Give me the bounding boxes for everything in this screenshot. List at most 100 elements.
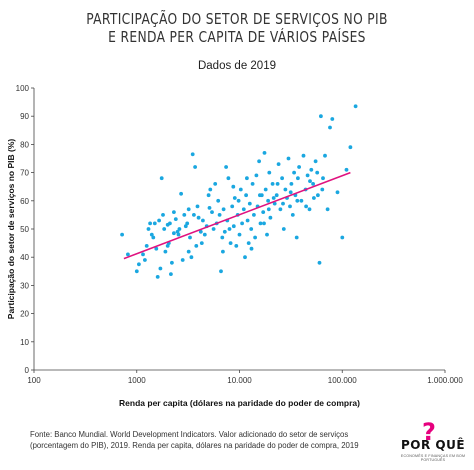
data-point: [137, 262, 141, 267]
data-point: [236, 198, 241, 203]
data-point: [247, 201, 252, 206]
data-point: [246, 241, 251, 246]
x-axis-label: Renda per capita (dólares na paridade do…: [119, 398, 360, 408]
data-point: [207, 206, 212, 210]
data-point: [173, 217, 178, 222]
y-tick-label: 90: [20, 112, 29, 121]
y-tick-label: 40: [20, 253, 29, 262]
data-point: [304, 204, 308, 209]
data-point: [319, 114, 323, 119]
y-tick-label: 20: [20, 310, 29, 319]
data-point: [151, 235, 156, 240]
data-point: [292, 170, 296, 175]
y-tick-label: 0: [25, 366, 30, 375]
data-point: [257, 159, 261, 164]
data-point: [189, 255, 194, 260]
data-point: [348, 145, 353, 150]
data-point: [286, 156, 291, 161]
data-point: [280, 176, 284, 181]
data-point: [296, 176, 300, 181]
y-tick-label: 100: [16, 84, 30, 93]
data-point: [307, 207, 312, 212]
data-point: [216, 198, 221, 203]
y-tick-label: 10: [20, 338, 29, 347]
data-point: [315, 170, 320, 175]
data-point: [245, 176, 249, 181]
data-point: [182, 213, 187, 217]
y-axis-label: Participação do setor de serviços no PIB…: [6, 139, 16, 320]
data-point: [227, 227, 232, 231]
chart-subtitle: Dados de 2019: [197, 60, 276, 72]
data-point: [299, 198, 304, 203]
chart-title-line-2: E RENDA PER CAPITA DE VÁRIOS PAÍSES: [108, 28, 366, 46]
x-tick-label: 1.000.000: [427, 376, 463, 385]
y-tick-label: 30: [20, 281, 29, 290]
data-point: [312, 196, 316, 200]
logo-wordmark: POR QUÊ: [400, 438, 466, 452]
data-point: [220, 235, 225, 240]
data-point: [353, 104, 358, 109]
data-point: [241, 207, 246, 212]
data-point: [276, 162, 281, 167]
data-point: [161, 213, 165, 217]
data-point: [152, 221, 157, 226]
data-point: [163, 249, 168, 254]
trend-layer: [123, 171, 351, 260]
data-point: [149, 232, 154, 237]
axes-layer: 0 10 20 30 40 50 60 70 80 90 100 100 1000 10.000 100.0…: [16, 84, 464, 385]
data-point: [262, 151, 267, 155]
data-point: [155, 275, 160, 279]
data-point: [254, 173, 259, 178]
y-tick-label: 80: [20, 140, 29, 149]
data-point: [258, 221, 263, 226]
data-point: [245, 218, 250, 223]
data-point: [309, 167, 314, 172]
data-point: [196, 215, 201, 220]
data-point: [243, 255, 247, 260]
data-point: [294, 235, 299, 240]
data-point: [199, 241, 204, 246]
points-layer: [120, 104, 358, 279]
data-point: [221, 249, 225, 254]
data-point: [210, 210, 214, 215]
data-point: [186, 207, 191, 212]
data-point: [281, 201, 285, 206]
data-point: [202, 232, 207, 237]
data-point: [176, 232, 181, 237]
data-point: [159, 176, 164, 181]
data-point: [144, 244, 149, 248]
data-point: [120, 232, 124, 237]
data-point: [190, 152, 195, 157]
data-point: [267, 170, 272, 175]
data-point: [288, 190, 293, 195]
data-point: [195, 204, 200, 209]
data-point: [183, 224, 188, 229]
data-point: [272, 201, 277, 206]
data-point: [192, 213, 196, 217]
data-point: [206, 193, 211, 198]
data-point: [258, 193, 262, 198]
data-point: [288, 204, 292, 209]
data-point: [193, 165, 198, 169]
data-point: [262, 221, 266, 226]
chart-title: PARTICIPAÇÃO DO SETOR DE SERVIÇOS NO PIB…: [43, 10, 432, 46]
data-point: [231, 224, 236, 229]
data-point: [146, 227, 151, 231]
data-point: [162, 227, 167, 231]
data-point: [154, 246, 159, 251]
data-point: [211, 227, 216, 231]
data-point: [165, 244, 170, 248]
x-tick-label: 1000: [128, 376, 146, 385]
data-point: [143, 258, 147, 262]
trend-line: [123, 171, 351, 260]
chart-title-line-1: PARTICIPAÇÃO DO SETOR DE SERVIÇOS NO PIB: [86, 10, 388, 28]
data-point: [180, 258, 185, 262]
data-point: [308, 179, 312, 184]
data-point: [335, 190, 340, 195]
data-point: [226, 176, 231, 181]
data-point: [148, 221, 153, 226]
y-tick-label: 50: [20, 225, 29, 234]
data-point: [274, 193, 279, 198]
data-point: [158, 266, 163, 271]
data-point: [188, 235, 192, 240]
